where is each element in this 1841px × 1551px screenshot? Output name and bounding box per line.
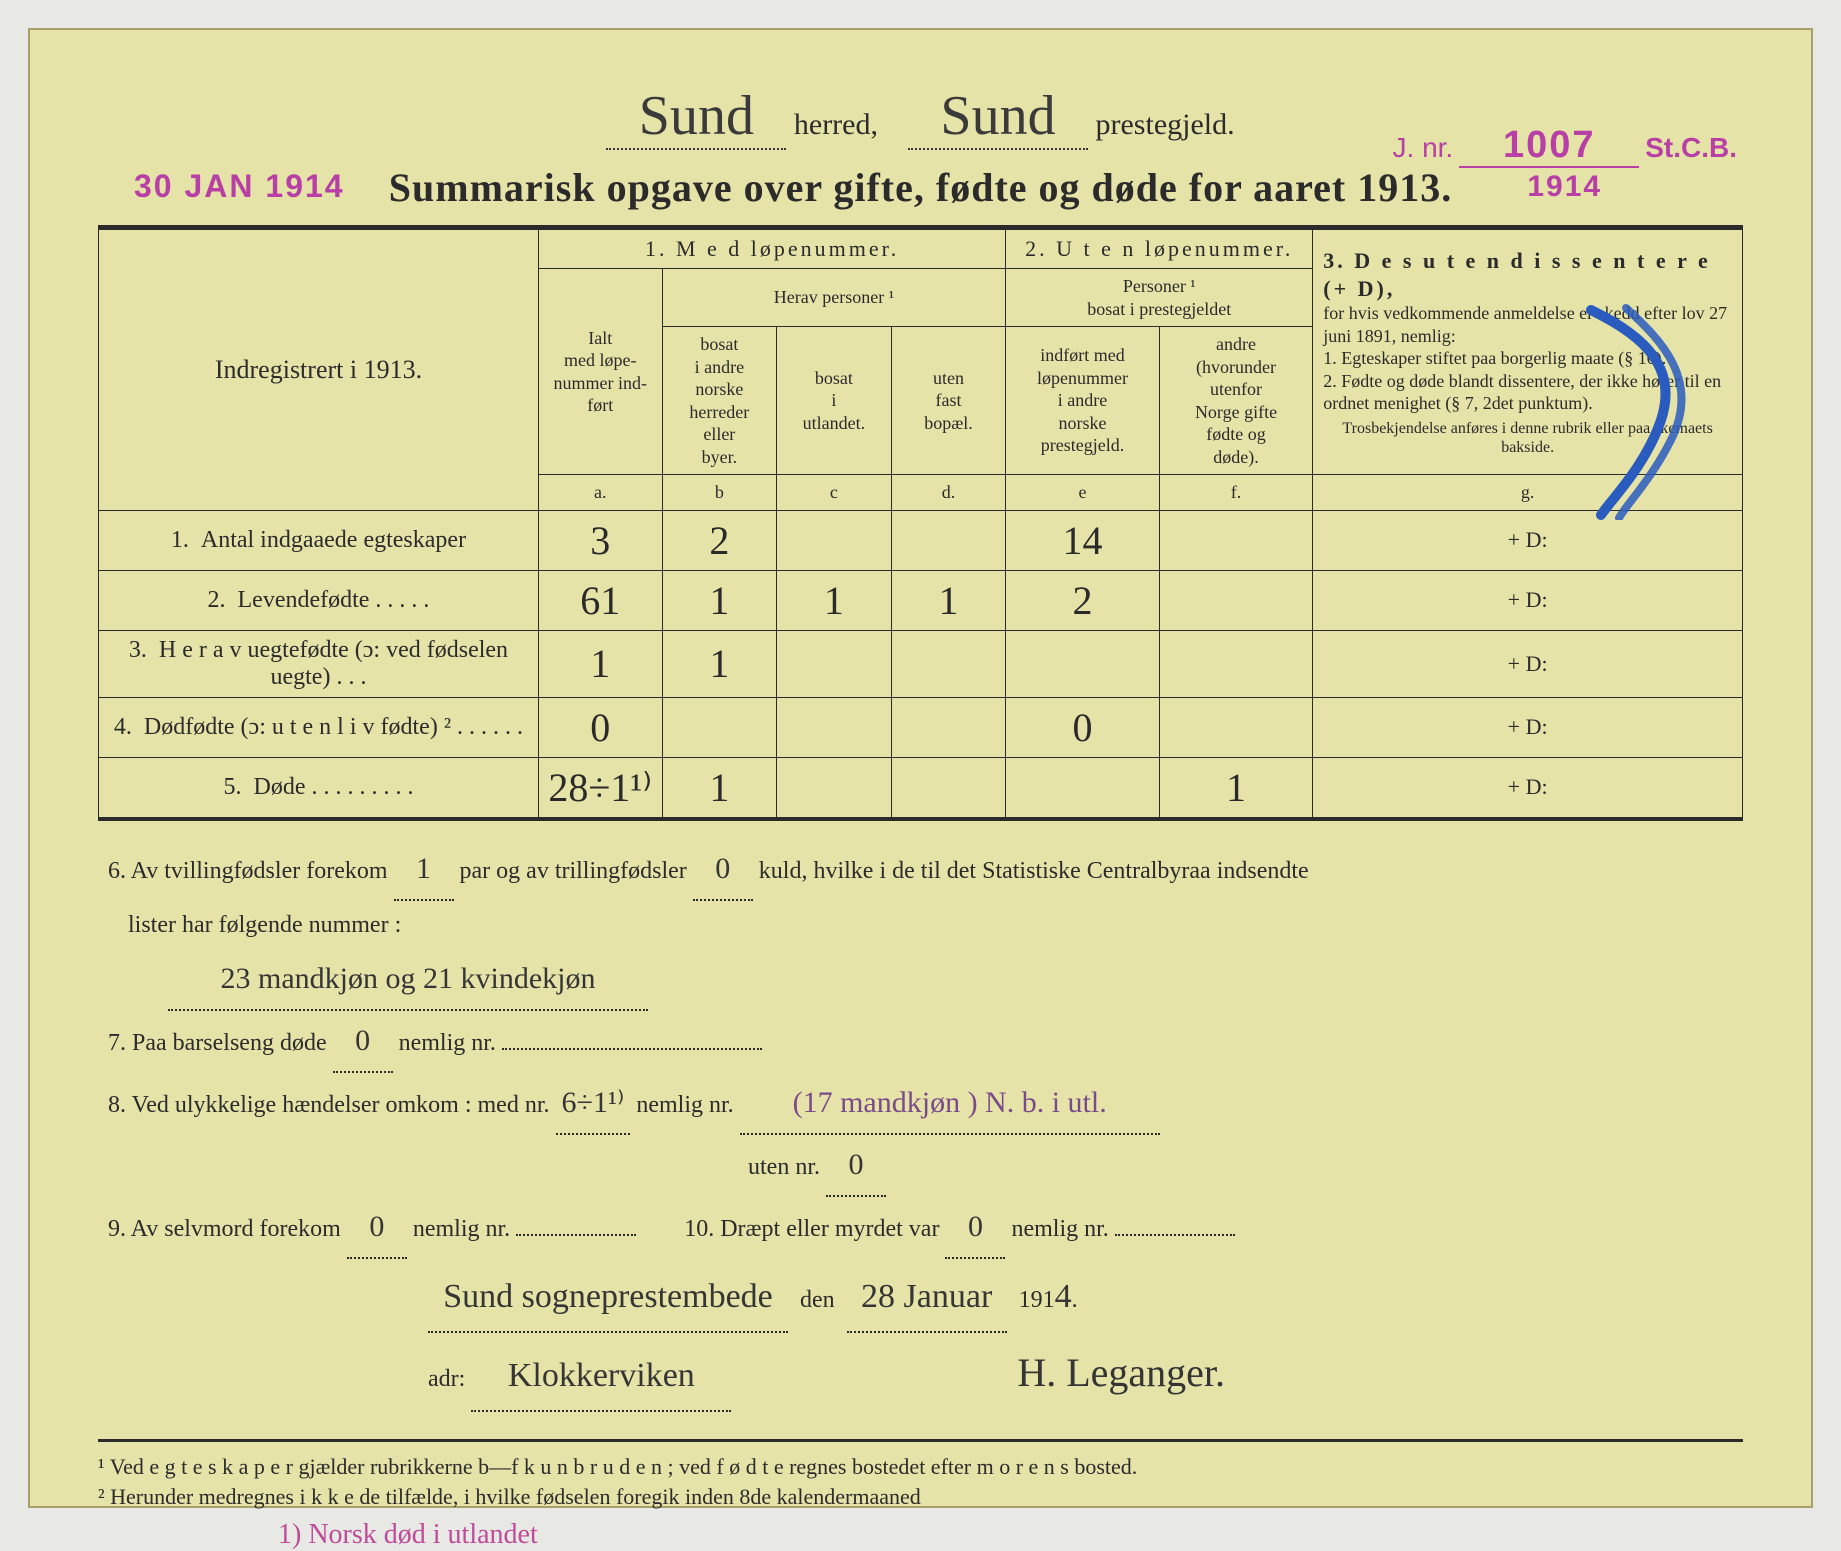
form-page: 30 JAN 1914 J. nr. 1007 St.C.B. 1914 Sun… (28, 28, 1813, 1508)
signature-block: Sund sogneprestembede den 28 Januar 1914… (108, 1263, 1733, 1413)
col-a-header: Ialt med løpe- nummer ind- ført (538, 269, 662, 475)
jnr-year: 1914 (1393, 172, 1737, 202)
margin-note: 1) Norsk død i utlandet (98, 1519, 1743, 1551)
q6: 6. Av tvillingfødsler forekom 1 par og a… (108, 839, 1733, 1011)
col-e-header: indført med løpenummer i andre norske pr… (1006, 327, 1159, 475)
col-c-header: bosat i utlandet. (777, 327, 892, 475)
prestegjeld-handwritten: Sund (940, 85, 1055, 147)
herred-label: herred, (794, 108, 878, 141)
main-table: Indregistrert i 1913. 1. M e d løpenumme… (98, 229, 1743, 821)
signature: H. Leganger. (1017, 1350, 1225, 1395)
footnotes: ¹ Ved e g t e s k a p e r gjælder rubrik… (98, 1439, 1743, 1514)
col-b-header: bosat i andre norske herreder eller byer… (662, 327, 777, 475)
letter-c: c (777, 475, 892, 511)
letter-a: a. (538, 475, 662, 511)
col-d-header: uten fast bopæl. (891, 327, 1006, 475)
table-row: 5. Døde . . . . . . . . . 28÷1¹⁾ 1 1 + D… (99, 757, 1743, 819)
letter-e: e (1006, 475, 1159, 511)
letter-d: d. (891, 475, 1006, 511)
lower-questions: 6. Av tvillingfødsler forekom 1 par og a… (98, 821, 1743, 1419)
col-indregistrert: Indregistrert i 1913. (99, 230, 539, 511)
footnote-1: ¹ Ved e g t e s k a p e r gjælder rubrik… (98, 1452, 1743, 1483)
section3-header: 3. D e s u t e n d i s s e n t e r e (+ … (1313, 230, 1743, 475)
table-row: 1. Antal indgaaede egteskaper 3 2 14 + D… (99, 510, 1743, 570)
date-stamp: 30 JAN 1914 (134, 168, 345, 205)
letter-g: g. (1313, 475, 1743, 511)
herred-handwritten: Sund (639, 85, 754, 147)
section1-header: 1. M e d løpenummer. (538, 230, 1005, 269)
table-row: 4. Dødfødte (ɔ: u t e n l i v fødte) ² .… (99, 697, 1743, 757)
herav-personer-header: Herav personer ¹ (662, 269, 1006, 327)
q7: 7. Paa barselseng døde 0 nemlig nr. (108, 1011, 1733, 1073)
letter-f: f. (1159, 475, 1312, 511)
prestegjeld-label: prestegjeld. (1096, 108, 1235, 141)
section2-header: 2. U t e n løpenummer. (1006, 230, 1313, 269)
personer-uten-header: Personer ¹ bosat i prestegjeldet (1006, 269, 1313, 327)
footnote-2: ² Herunder medregnes i k k e de tilfælde… (98, 1482, 1743, 1513)
letter-b: b (662, 475, 777, 511)
q9-q10: 9. Av selvmord forekom 0 nemlig nr. 10. … (108, 1197, 1733, 1259)
col-f-header: andre (hvorunder utenfor Norge gifte fød… (1159, 327, 1312, 475)
table-row: 2. Levendefødte . . . . . 61 1 1 1 2 + D… (99, 570, 1743, 630)
q8: 8. Ved ulykkelige hændelser omkom : med … (108, 1073, 1733, 1197)
table-row: 3. H e r a v uegtefødte (ɔ: ved fødselen… (99, 630, 1743, 697)
header-line: Sund herred, Sund prestegjeld. (98, 84, 1743, 150)
